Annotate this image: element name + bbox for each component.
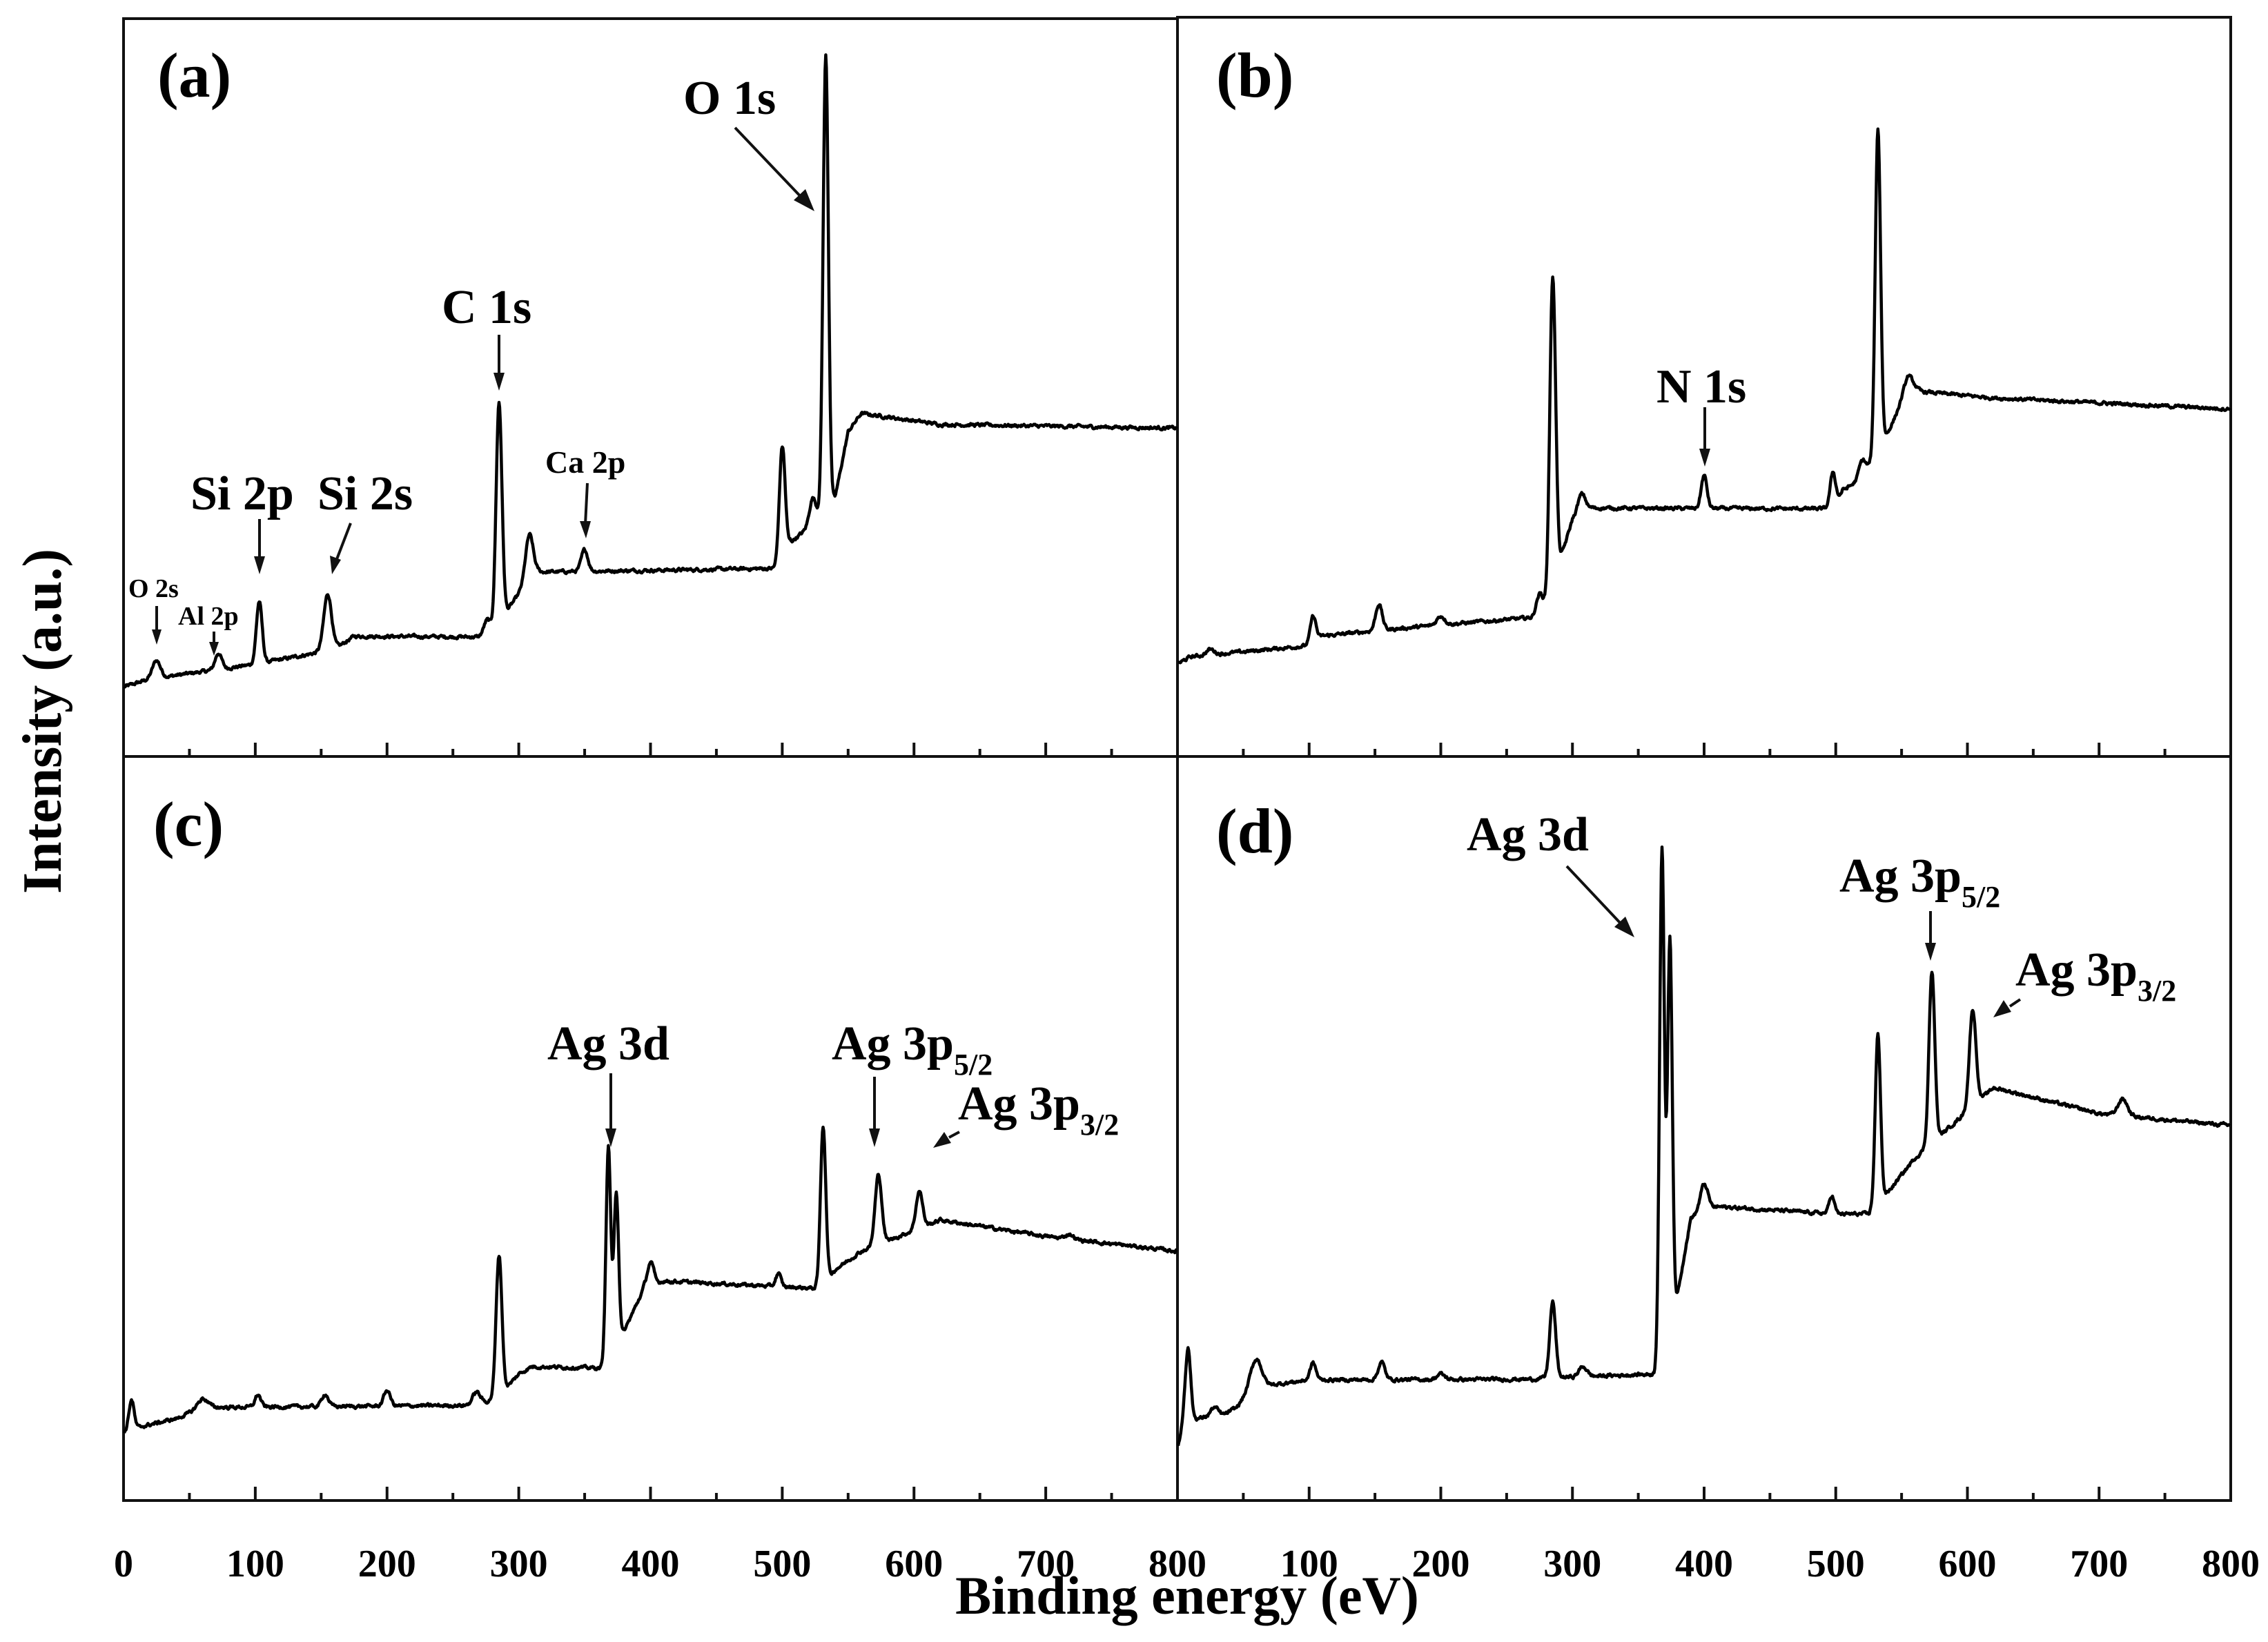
label-ag3d-c: Ag 3d — [547, 1017, 669, 1071]
arrowhead-al2p-a-icon — [209, 642, 219, 656]
label-n1s-b: N 1s — [1656, 360, 1746, 413]
panel-d-tag: (d) — [1216, 796, 1293, 866]
panel-c-tag: (c) — [153, 789, 224, 859]
arrow-ca2p-a — [584, 482, 589, 525]
spectrum-d-line — [1176, 845, 2231, 1447]
arrowhead-ag3p32-d-icon — [1993, 1000, 2011, 1017]
arrowhead-ag3p52-c-icon — [869, 1128, 880, 1147]
arrowhead-o2s-a-icon — [152, 629, 162, 645]
x-tick-label: 300 — [490, 1543, 548, 1585]
x-tick-label: 100 — [226, 1543, 284, 1585]
label-al2p-a: Al 2p — [178, 602, 239, 631]
x-tick-label: 800 — [2202, 1543, 2260, 1585]
label-ca2p-a: Ca 2p — [545, 444, 625, 480]
x-tick-label: 100 — [1280, 1543, 1338, 1585]
arrowhead-ag3d-d-icon — [1614, 917, 1634, 937]
label-c1s-a: C 1s — [442, 281, 531, 334]
x-tick-label: 700 — [2070, 1543, 2128, 1585]
label-ag3p32-d: Ag 3p3/2 — [2015, 944, 2176, 1008]
y-axis-title: Intensity (a.u.) — [12, 549, 73, 894]
arrow-ag3p32-c — [948, 1131, 960, 1139]
axis-ticks — [188, 743, 2167, 1501]
x-axis-title: Binding energy (eV) — [955, 1565, 1419, 1625]
x-tick-label: 500 — [753, 1543, 811, 1585]
arrow-o1s-a — [734, 126, 805, 202]
x-tick-label: 200 — [1412, 1543, 1470, 1585]
arrow-ag3p32-d — [2008, 998, 2022, 1008]
label-ag3p52-c: Ag 3p5/2 — [832, 1017, 993, 1082]
spectrum-b-line — [1177, 127, 2231, 665]
arrow-si2s-a — [335, 522, 352, 560]
arrowhead-n1s-b-icon — [1699, 449, 1710, 467]
label-o2s-a: O 2s — [128, 574, 179, 603]
x-tick-label: 300 — [1543, 1543, 1601, 1585]
label-si2s-a: Si 2s — [317, 467, 413, 520]
spectrum-c-line — [122, 1125, 1178, 1434]
spectrum-a-line — [123, 53, 1178, 689]
arrowhead-si2s-a-icon — [330, 556, 341, 574]
x-tick-labels: 0 100 200 300 400 500 600 700 800 100 200 300 400 500… — [114, 1543, 2260, 1585]
panel-b-tag: (b) — [1216, 40, 1293, 110]
x-tick-label: 700 — [1017, 1543, 1075, 1585]
x-tick-label: 400 — [622, 1543, 680, 1585]
label-o1s-a: O 1s — [683, 72, 776, 125]
x-tick-label: 800 — [1148, 1543, 1206, 1585]
label-ag3p52-d: Ag 3p5/2 — [1839, 850, 2000, 914]
x-tick-label: 0 — [114, 1543, 133, 1585]
arrowhead-o1s-a-icon — [794, 189, 814, 211]
label-ag3p32-c: Ag 3p3/2 — [958, 1077, 1119, 1142]
arrowhead-c1s-a-icon — [493, 373, 505, 391]
x-tick-label: 500 — [1807, 1543, 1865, 1585]
label-ag3d-d: Ag 3d — [1467, 808, 1589, 861]
x-tick-label: 200 — [358, 1543, 416, 1585]
panel-a-frame — [122, 17, 1179, 758]
arrowhead-ag3p52-d-icon — [1925, 943, 1936, 961]
arrowhead-si2p-a-icon — [254, 556, 265, 574]
arrow-ag3d-d — [1565, 865, 1623, 926]
x-tick-label: 600 — [1939, 1543, 1997, 1585]
x-tick-label: 600 — [885, 1543, 943, 1585]
arrowhead-ag3d-c-icon — [605, 1128, 616, 1147]
label-si2p-a: Si 2p — [190, 467, 294, 520]
panel-a-tag: (a) — [157, 40, 231, 110]
arrowhead-ca2p-a-icon — [580, 521, 591, 538]
x-tick-label: 400 — [1675, 1543, 1733, 1585]
panel-d-frame — [1176, 755, 2232, 1502]
arrowhead-ag3p32-c-icon — [933, 1132, 951, 1148]
